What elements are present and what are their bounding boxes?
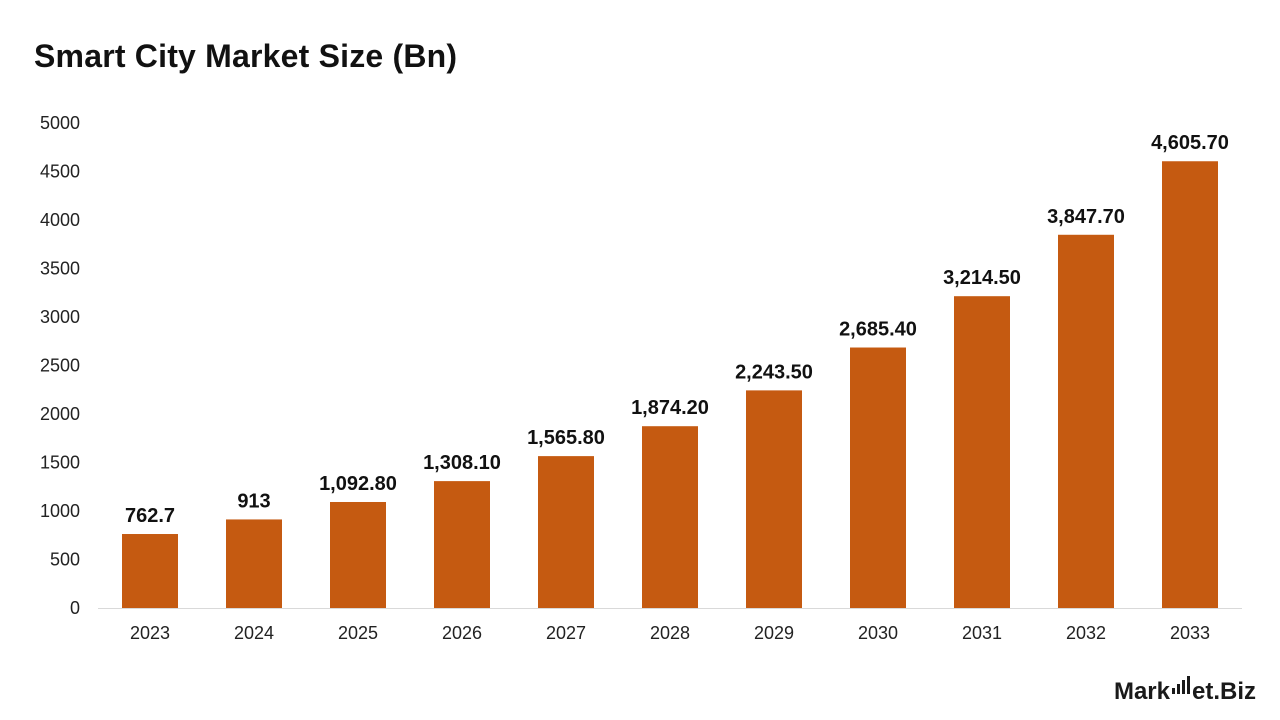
chart-title: Smart City Market Size (Bn) <box>34 38 458 74</box>
y-tick-label: 4500 <box>40 162 80 182</box>
bar <box>642 426 698 608</box>
data-label: 2,685.40 <box>839 319 917 341</box>
data-label: 913 <box>237 490 270 512</box>
bar <box>1162 161 1218 608</box>
brand-name-part2: et.Biz <box>1191 678 1256 705</box>
data-label: 1,308.10 <box>423 452 501 474</box>
y-tick-label: 4000 <box>40 210 80 230</box>
bar <box>330 501 386 608</box>
y-axis: 0 500 1000 1500 2000 2500 3000 3500 4000 4500 5000 <box>40 113 80 618</box>
data-label: 1,565.80 <box>527 427 605 449</box>
x-tick-label: 2028 <box>650 623 690 643</box>
x-tick-label: 2027 <box>546 623 586 643</box>
x-tick-label: 2023 <box>130 623 170 643</box>
bar <box>1058 234 1114 608</box>
x-tick-label: 2026 <box>442 623 482 643</box>
bar <box>226 519 282 608</box>
x-tick-label: 2024 <box>234 623 274 643</box>
data-label: 1,092.80 <box>319 473 397 495</box>
y-tick-label: 500 <box>50 550 80 570</box>
bar <box>954 296 1010 608</box>
x-tick-label: 2031 <box>962 623 1002 643</box>
y-tick-label: 3000 <box>40 307 80 327</box>
data-label: 3,847.70 <box>1047 206 1125 228</box>
bar <box>746 390 802 608</box>
y-tick-label: 2500 <box>40 356 80 376</box>
x-tick-label: 2029 <box>754 623 794 643</box>
brand-name-part1: Mark <box>1113 678 1170 705</box>
value-labels: 762.7 913 1,092.80 1,308.10 1,565.80 1,874.20… <box>125 132 1229 527</box>
y-tick-label: 5000 <box>40 113 80 133</box>
bar <box>434 481 490 608</box>
x-tick-label: 2033 <box>1170 623 1210 643</box>
bar <box>538 456 594 608</box>
y-tick-label: 1500 <box>40 453 80 473</box>
x-tick-label: 2025 <box>338 623 378 643</box>
data-label: 1,874.20 <box>631 397 709 419</box>
data-label: 3,214.50 <box>943 267 1021 289</box>
y-tick-label: 3500 <box>40 259 80 279</box>
x-tick-label: 2030 <box>858 623 898 643</box>
bar <box>850 347 906 608</box>
data-label: 762.7 <box>125 505 175 527</box>
x-axis: 2023 2024 2025 2026 2027 2028 2029 2030 2031 2032… <box>130 623 1210 643</box>
bars <box>122 161 1218 608</box>
signal-bars-icon <box>1171 676 1190 694</box>
data-label: 2,243.50 <box>735 361 813 383</box>
y-tick-label: 2000 <box>40 404 80 424</box>
y-tick-label: 1000 <box>40 501 80 521</box>
data-label: 4,605.70 <box>1151 132 1229 154</box>
brand-logo: Mark et.Biz <box>1114 676 1256 706</box>
x-tick-label: 2032 <box>1066 623 1106 643</box>
y-tick-label: 0 <box>70 598 80 618</box>
bar <box>122 534 178 608</box>
